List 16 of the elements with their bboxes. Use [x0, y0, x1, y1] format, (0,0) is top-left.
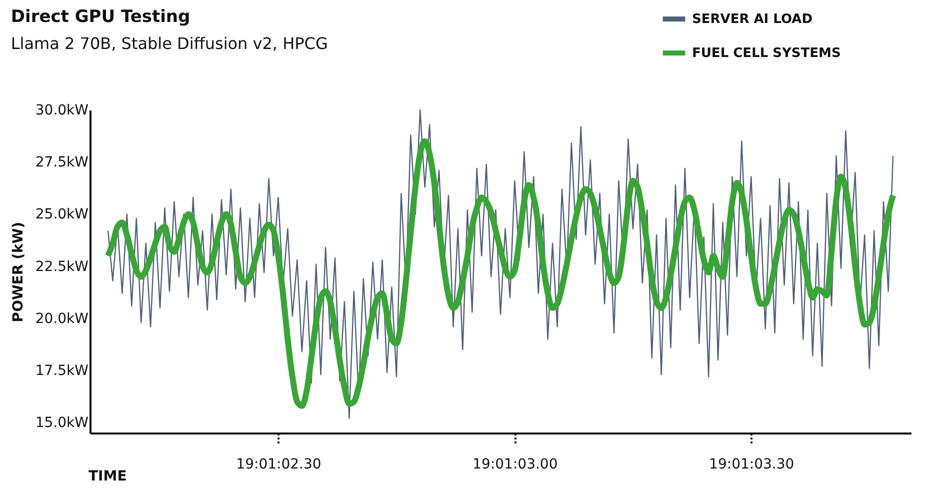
chart-subtitle: Llama 2 70B, Stable Diffusion v2, HPCG — [10, 34, 328, 53]
x-axis-title: TIME — [88, 468, 127, 484]
legend-label: FUEL CELL SYSTEMS — [692, 46, 841, 61]
x-tick-label: 19:01:03.00 — [472, 456, 558, 472]
legend-label: SERVER AI LOAD — [692, 12, 813, 27]
y-tick-label: 17.5kW — [35, 362, 89, 379]
y-tick-label: 20.0kW — [35, 310, 89, 327]
y-tick-label: 15.0kW — [35, 415, 89, 432]
x-tick-label: 19:01:02.30 — [236, 456, 322, 472]
y-tick-label: 27.5kW — [35, 154, 89, 171]
y-tick-label: 30.0kW — [35, 102, 89, 118]
y-tick-label: 22.5kW — [35, 258, 89, 275]
y-axis-title: POWER (kW) — [10, 222, 26, 322]
chart-title: Direct GPU Testing — [10, 7, 190, 27]
x-tick-label: 19:01:03.30 — [709, 456, 794, 472]
y-tick-label: 25.0kW — [35, 206, 89, 223]
